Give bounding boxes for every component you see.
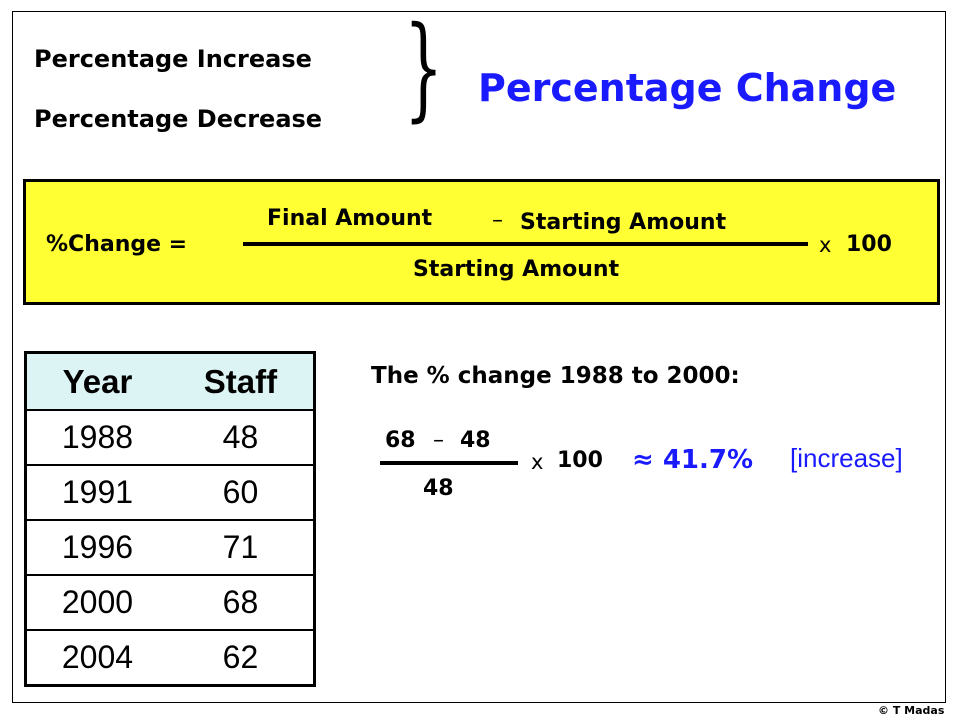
example-numerator-b: 48: [460, 428, 491, 453]
formula-numerator-starting: Starting Amount: [520, 210, 727, 235]
slide-frame: [12, 11, 946, 703]
cell-staff: 62: [222, 639, 259, 675]
example-result: ≈ 41.7%: [632, 445, 754, 475]
formula-minus: –: [492, 208, 503, 233]
example-times: x: [531, 450, 544, 474]
header-year: Year: [25, 352, 168, 411]
example-heading: The % change 1988 to 2000:: [371, 363, 740, 389]
page-title: Percentage Change: [478, 66, 897, 110]
cell-year: 1996: [25, 520, 168, 576]
table-row: 1991 60: [25, 465, 315, 521]
staff-table: Year Staff 1988 48 1991 60 1996 71 2000 …: [24, 351, 316, 687]
cell-staff: 48: [167, 410, 315, 466]
table-row: 2000 68: [25, 575, 315, 631]
cell-year: 2004: [61, 639, 134, 675]
table-row: 2004 62: [26, 630, 315, 686]
formula-times: x: [819, 233, 832, 257]
formula-fraction-bar: [243, 242, 808, 246]
copyright: © T Madas: [878, 704, 945, 717]
curly-brace: }: [404, 3, 444, 133]
example-multiplier: 100: [557, 448, 603, 473]
header-staff: Staff: [167, 352, 315, 411]
example-denominator: 48: [423, 476, 454, 501]
cell-staff: 68: [167, 575, 315, 631]
table-header-row: Year Staff: [25, 352, 315, 411]
example-minus: –: [433, 428, 444, 453]
cell-staff: 71: [167, 520, 315, 576]
cell-staff: 60: [167, 465, 315, 521]
formula-numerator-final: Final Amount: [267, 206, 433, 231]
cell-year: 1991: [25, 465, 168, 521]
formula-denominator: Starting Amount: [413, 257, 620, 282]
header-line-decrease: Percentage Decrease: [34, 105, 323, 133]
cell-year: 1988: [25, 410, 168, 466]
header-line-increase: Percentage Increase: [34, 45, 312, 73]
table-row: 1988 48: [25, 410, 315, 466]
cell-year: 2000: [25, 575, 168, 631]
example-fraction-bar: [380, 461, 518, 465]
example-numerator-a: 68: [385, 428, 416, 453]
formula-lhs: %Change =: [46, 232, 188, 257]
formula-multiplier: 100: [846, 232, 892, 257]
table-row: 1996 71: [25, 520, 315, 576]
example-note: [increase]: [790, 443, 903, 473]
